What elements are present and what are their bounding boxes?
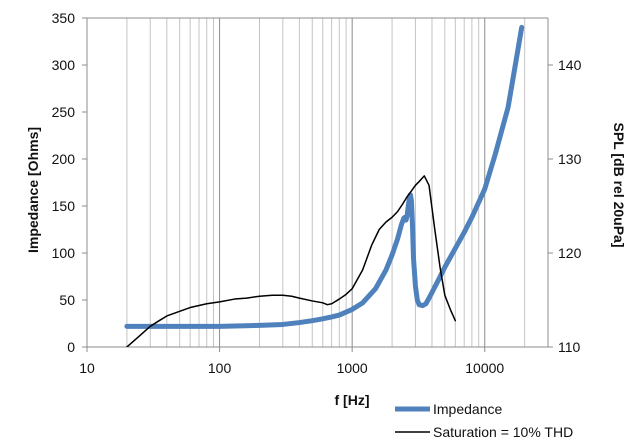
y-tick-label: 200 bbox=[52, 151, 76, 167]
x-axis-title: f [Hz] bbox=[335, 392, 370, 408]
x-tick-label: 1000 bbox=[337, 360, 368, 376]
y-tick-label: 50 bbox=[59, 292, 75, 308]
y-tick-label: 100 bbox=[52, 245, 76, 261]
series-lines bbox=[124, 24, 525, 347]
legend-label-impedance: Impedance bbox=[433, 401, 502, 417]
y2-tick-label: 110 bbox=[558, 339, 581, 355]
y-tick-label: 150 bbox=[52, 198, 76, 214]
y-tick-label: 300 bbox=[52, 57, 76, 73]
y2-tick-label: 120 bbox=[558, 245, 582, 261]
y2-tick-label: 140 bbox=[558, 57, 582, 73]
saturation-series-line bbox=[126, 175, 457, 347]
x-tick-label: 10000 bbox=[465, 360, 504, 376]
legend: Impedance Saturation = 10% THD bbox=[395, 401, 573, 440]
legend-label-saturation: Saturation = 10% THD bbox=[433, 424, 573, 440]
x-tick-label: 100 bbox=[208, 360, 232, 376]
grid bbox=[86, 18, 549, 347]
y-tick-label: 250 bbox=[52, 104, 76, 120]
y2-axis-title: SPL [dB rel 20uPa] bbox=[611, 122, 627, 247]
x-tick-label: 10 bbox=[79, 360, 95, 376]
y2-tick-label: 130 bbox=[558, 151, 582, 167]
axes bbox=[82, 17, 553, 352]
tick-labels: 0 50 100 150 200 250 300 350 110 120 130 140 10 100 10… bbox=[52, 10, 582, 376]
y-tick-label: 0 bbox=[67, 339, 75, 355]
y-tick-label: 350 bbox=[52, 10, 76, 26]
y-axis-title: Impedance [Ohms] bbox=[25, 127, 41, 253]
impedance-series-line bbox=[124, 24, 525, 329]
